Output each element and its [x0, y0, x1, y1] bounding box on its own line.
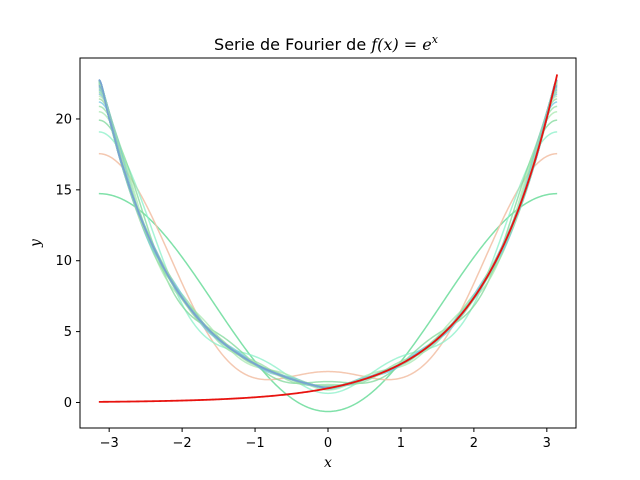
- function-line: [98, 74, 559, 403]
- y-tick-label: 0: [64, 396, 72, 411]
- partial-sum-line-2: [98, 152, 558, 381]
- series-layer: [98, 74, 559, 413]
- y-axis: 0 5 10 15 20: [55, 112, 80, 411]
- x-tick-label: 0: [324, 436, 332, 451]
- partial-sum-line-1: [98, 192, 558, 413]
- y-tick-label: 5: [64, 325, 72, 340]
- y-tick-label: 15: [55, 183, 72, 198]
- chart-title-prefix: Serie de Fourier de: [214, 35, 371, 54]
- y-tick-label: 10: [55, 254, 72, 269]
- partial-sum-line-4: [98, 119, 558, 385]
- x-tick-label: 3: [543, 436, 551, 451]
- x-tick-label: 1: [397, 436, 405, 451]
- chart-title-exp: x: [432, 33, 439, 46]
- x-axis: −3 −2 −1 0 1 2 3: [100, 428, 551, 451]
- x-axis-label: x: [324, 455, 332, 471]
- chart-title: Serie de Fourier de f(x) = ex: [214, 33, 439, 54]
- y-axis-label: y: [28, 238, 44, 248]
- x-tick-label: −1: [245, 436, 264, 451]
- partial-sum-line-5: [98, 111, 558, 391]
- x-tick-label: 2: [470, 436, 478, 451]
- x-tick-label: −3: [100, 436, 119, 451]
- x-tick-label: −2: [173, 436, 192, 451]
- y-tick-label: 20: [55, 112, 72, 127]
- chart-title-math: f(x) = e: [370, 35, 431, 54]
